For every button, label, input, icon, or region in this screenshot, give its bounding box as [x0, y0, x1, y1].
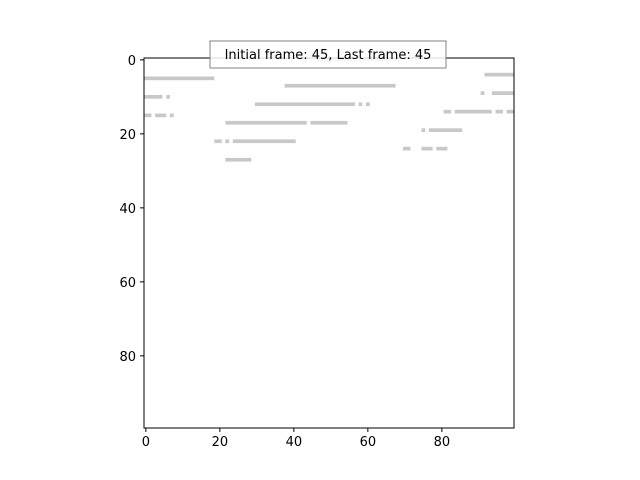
x-tick-label: 40	[286, 435, 303, 450]
heatmap-segment	[421, 128, 426, 132]
x-tick-label: 60	[360, 435, 377, 450]
heatmap-segment	[225, 139, 230, 144]
heatmap-segment	[214, 139, 222, 144]
heatmap-segment	[166, 95, 170, 99]
heatmap-segment	[310, 120, 348, 125]
heatmap-segment	[436, 146, 448, 151]
annotation-box	[209, 40, 447, 69]
frame-annotation: Initial frame: 45, Last frame: 45	[209, 40, 447, 69]
heatmap-segment	[366, 102, 370, 107]
heatmap-segment	[232, 139, 296, 144]
annotation-text: Initial frame: 45, Last frame: 45	[225, 48, 432, 63]
heatmap-segment	[144, 95, 163, 99]
heatmap-segment	[403, 146, 411, 151]
heatmap-segment	[225, 157, 252, 162]
heatmap-segment	[155, 113, 167, 118]
heatmap-segment	[169, 113, 174, 118]
heatmap-segment	[491, 91, 514, 95]
heatmap-segment	[144, 76, 215, 81]
y-tick-label: 80	[119, 350, 136, 365]
heatmap-segment	[480, 91, 485, 95]
y-tick-label: 60	[119, 276, 136, 291]
heatmap-segment	[443, 109, 452, 114]
y-tick-label: 0	[128, 54, 136, 69]
x-tick-label: 0	[142, 435, 150, 450]
heatmap-segment	[506, 109, 514, 114]
y-tick-label: 40	[119, 202, 136, 217]
heatmap-segment	[454, 109, 492, 114]
heatmap-segment	[225, 120, 307, 125]
x-tick-label: 20	[212, 435, 229, 450]
heatmap-segment	[358, 102, 363, 107]
axes-background	[144, 58, 514, 428]
heatmap-segment	[428, 128, 463, 132]
heatmap-segment	[255, 102, 355, 107]
heatmap-segment	[421, 146, 433, 151]
x-tick-label: 80	[434, 435, 451, 450]
heatmap-segment	[484, 72, 514, 77]
y-axis: 0 20 40 60 80	[119, 54, 144, 365]
plot-area	[143, 57, 515, 429]
x-axis: 0 20 40 60 80	[142, 428, 450, 450]
y-tick-label: 20	[119, 128, 136, 143]
heatmap-segment	[284, 83, 396, 88]
heatmap-segment	[144, 113, 152, 118]
heatmap-segment	[495, 109, 503, 114]
